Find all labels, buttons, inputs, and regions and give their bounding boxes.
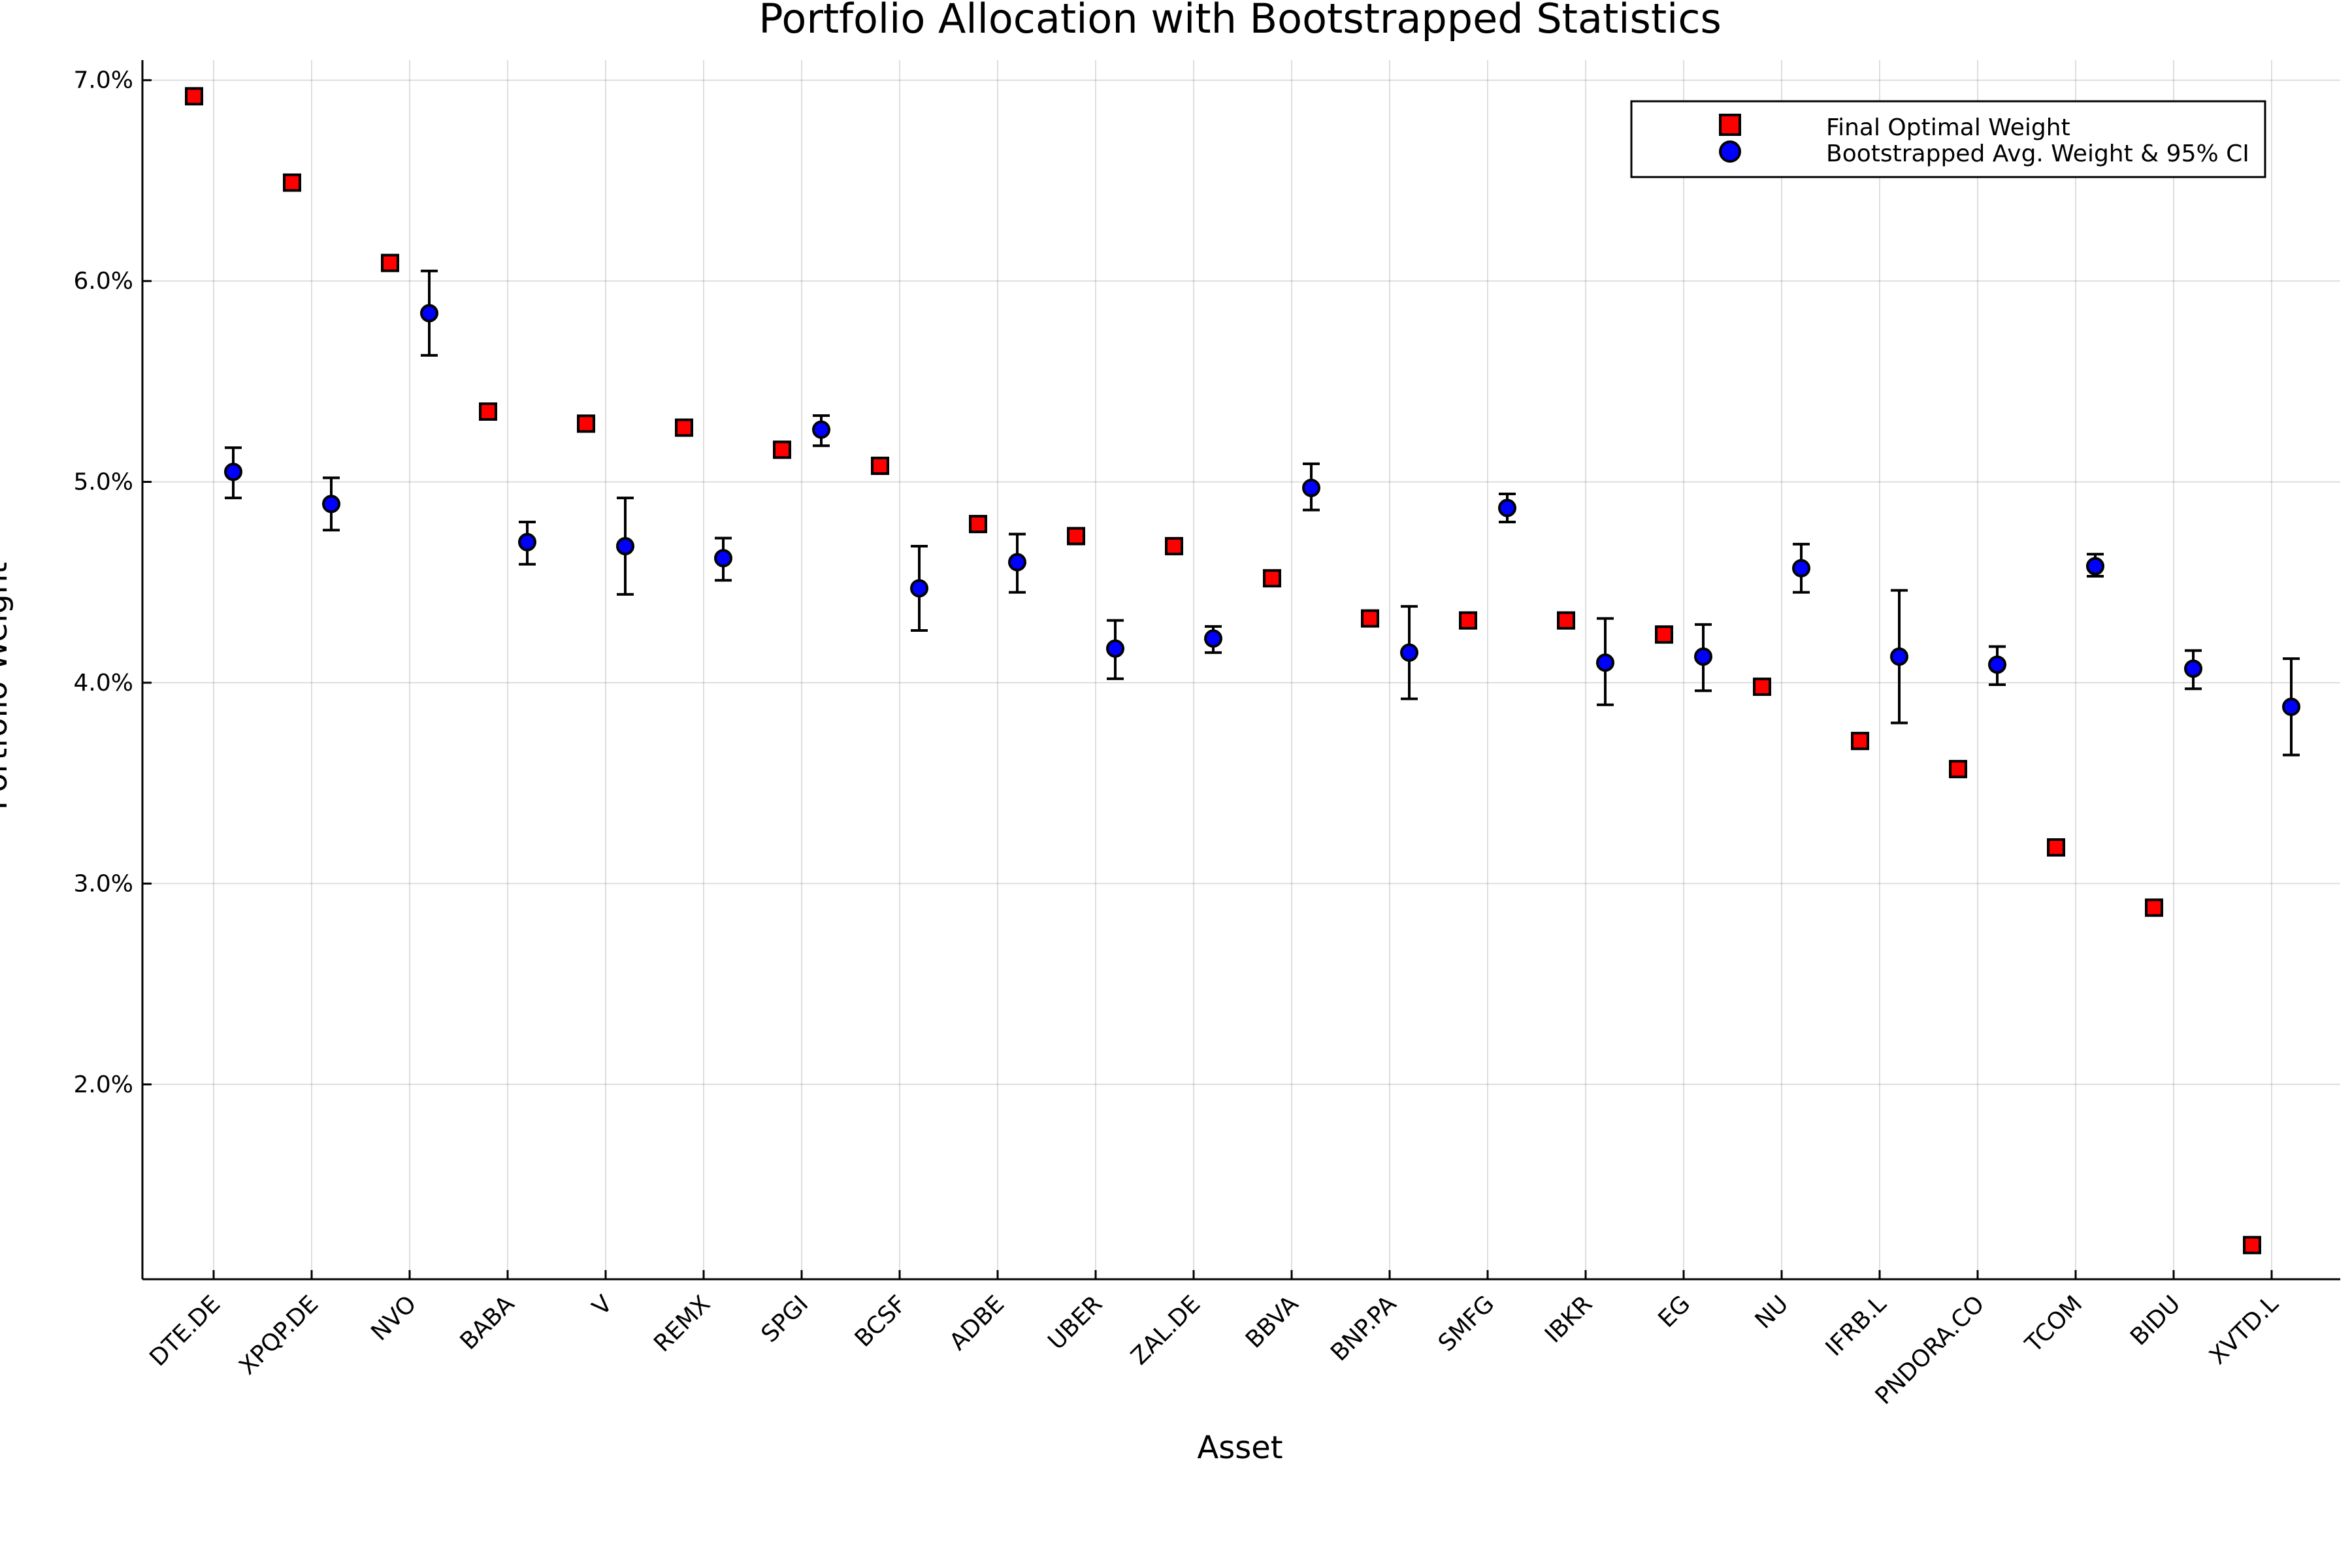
bootstrap-markers [224,304,2300,716]
final-weight-markers [185,87,2261,1254]
x-axis-title: Asset [1197,1429,1282,1466]
bootstrap-marker [1008,553,1026,572]
bootstrap-marker [224,463,242,482]
y-tick-label: 2.0% [74,1071,133,1098]
final-weight-marker [2145,898,2163,917]
legend-label-final: Final Optimal Weight [1826,114,2070,141]
y-tick-labels: 2.0% 3.0% 4.0% 5.0% 6.0% 7.0% [74,67,133,1098]
grid [142,60,2340,1279]
final-weight-marker [1655,625,1673,644]
y-tick-label: 7.0% [74,67,133,94]
bootstrap-marker [322,495,340,514]
final-weight-marker [479,402,497,421]
final-weight-marker [283,173,301,192]
y-tick-label: 3.0% [74,870,133,897]
final-weight-marker [1361,609,1379,628]
final-weight-marker [2047,838,2065,857]
bootstrap-marker [1302,478,1320,497]
bootstrap-marker [518,532,536,551]
bootstrap-marker [420,304,438,323]
axes [141,60,2340,1281]
y-tick-label: 6.0% [74,268,133,295]
chart-title: Portfolio Allocation with Bootstrapped S… [759,0,1722,42]
legend-marker-final [1719,114,1741,136]
final-weight-marker [773,440,791,459]
final-weight-marker [1753,678,1771,696]
final-weight-marker [1067,527,1085,546]
legend: Final Optimal Weight Bootstrapped Avg. W… [1630,100,2266,178]
final-weight-marker [1165,536,1183,555]
bootstrap-marker [1498,498,1516,517]
bootstrap-marker [1400,643,1418,662]
bootstrap-marker [1204,629,1222,648]
bootstrap-marker [1890,647,1908,666]
final-weight-marker [969,515,987,534]
bootstrap-marker [812,420,830,439]
bootstrap-marker [2086,557,2104,576]
final-weight-marker [1851,732,1869,751]
final-weight-marker [2243,1235,2261,1254]
legend-marker-bootstrap [1719,140,1741,163]
bootstrap-marker [1792,559,1810,578]
final-weight-marker [871,456,889,475]
final-weight-marker [577,414,595,433]
legend-label-bootstrap: Bootstrapped Avg. Weight & 95% CI [1826,140,2249,167]
y-axis-title: Portfolio Weight [0,562,14,810]
final-weight-marker [1557,611,1575,630]
bootstrap-marker [2282,697,2300,716]
bootstrap-marker [910,579,928,598]
bootstrap-marker [616,536,634,555]
final-weight-marker [381,253,399,272]
final-weight-marker [185,87,203,106]
bootstrap-marker [1694,647,1712,666]
bootstrap-marker [714,549,732,568]
bootstrap-marker [2184,659,2202,678]
bootstrap-marker [1988,655,2006,674]
bootstrap-marker [1106,639,1124,658]
final-weight-marker [1263,569,1281,588]
final-weight-marker [675,418,693,437]
y-tick-label: 5.0% [74,469,133,496]
y-tick-label: 4.0% [74,670,133,696]
final-weight-marker [1949,760,1967,779]
bootstrap-marker [1596,653,1614,672]
final-weight-marker [1459,611,1477,630]
